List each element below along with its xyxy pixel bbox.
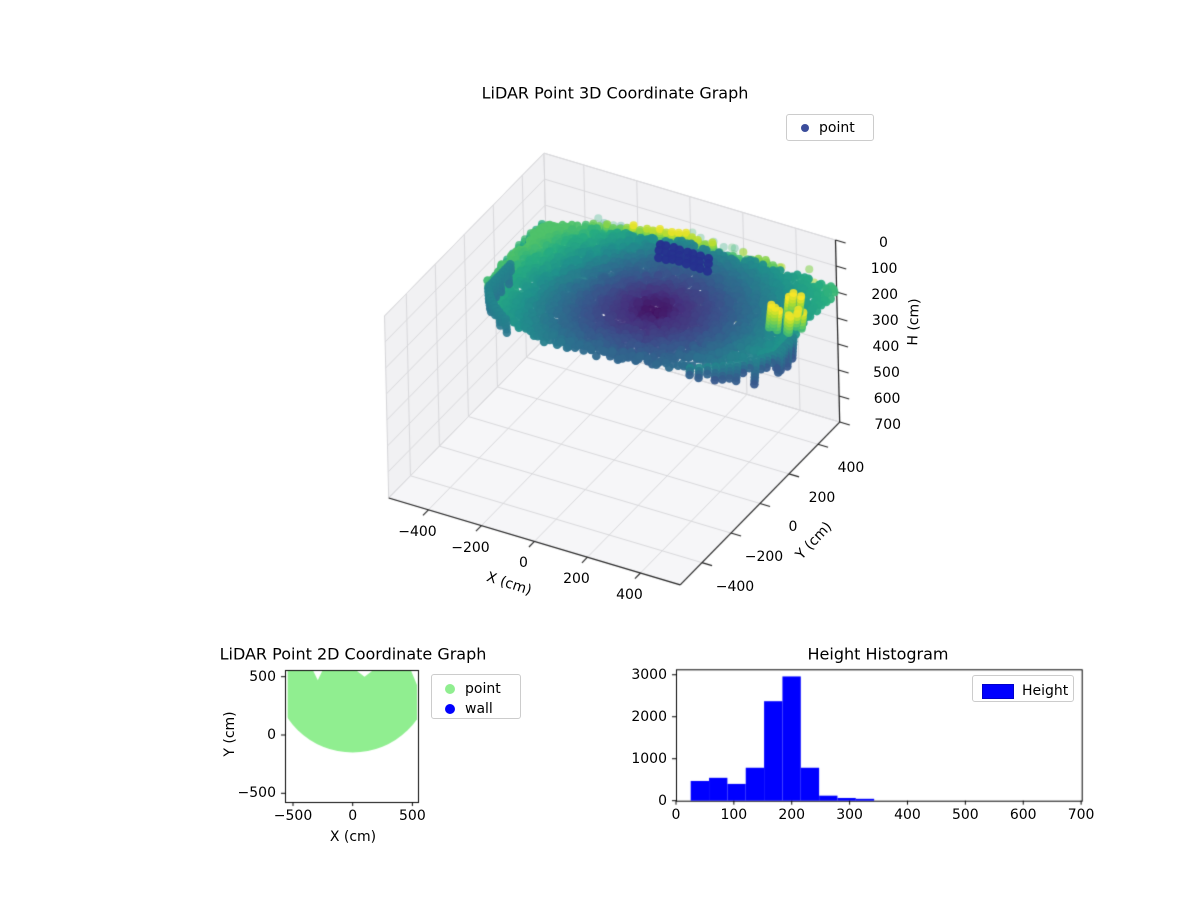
plot3d-z-tick-label: 600 [873,390,901,407]
plot3d-y-tick-label: 200 [808,489,836,506]
plot3d-x-tick-label: −400 [398,523,437,540]
histogram-x-tick-label: 700 [1067,806,1095,823]
histogram-x-tick-label: 200 [778,806,806,823]
histogram-y-tick-label: 0 [658,792,667,809]
histogram-title: Height Histogram [807,644,949,664]
plot3d-title: LiDAR Point 3D Coordinate Graph [481,83,749,103]
histogram-x-tick-label: 600 [1009,806,1037,823]
plot2d-y-tick-label: 0 [267,727,276,743]
point-legend-marker [801,124,809,132]
plot3d-y-tick-label: 400 [837,460,865,477]
plot3d-z-tick-label: 0 [879,234,888,251]
plot3d-y-tick-label: 0 [788,519,798,536]
point-legend-label: point [819,120,855,136]
histogram-y-tick-label: 3000 [631,666,667,683]
plot3d-legend: point [786,114,874,141]
plot2d-x-tick-label: 500 [399,808,426,824]
height-legend-swatch [982,683,1014,699]
plot2d-legend: point wall [431,674,521,719]
plot3d-x-tick-label: −200 [451,539,490,556]
histogram-x-tick-label: 500 [951,806,979,823]
height-legend-label: Height [1022,683,1069,699]
plot3d-x-tick-label: 0 [518,555,528,572]
plot2d-x-tick-label: 0 [348,808,358,824]
wall-legend-label: wall [465,701,493,717]
histogram-legend: Height [972,675,1074,702]
point2d-legend-marker [445,684,455,694]
plot2d-y-tick-label: −500 [237,785,276,802]
plot3d-z-tick-label: 100 [870,260,898,277]
plot3d-x-tick-label: 200 [563,571,590,588]
plot3d-y-tick-label: −200 [744,549,784,566]
histogram-x-tick-label: 400 [894,806,921,823]
histogram-x-tick-label: 100 [720,806,748,823]
plot3d-z-tick-label: 700 [874,416,902,433]
histogram-x-tick-label: 0 [671,806,681,823]
plot2d-yaxis-label: Y (cm) [222,711,238,757]
histogram-y-tick-label: 2000 [631,708,667,725]
histogram-y-tick-label: 1000 [631,750,667,767]
plot3d-z-tick-label: 300 [871,312,899,329]
plot3d-x-tick-label: 400 [616,587,643,603]
plot2d-x-tick-label: −500 [273,808,313,824]
plot3d-z-tick-label: 500 [873,364,900,381]
plot2d-xaxis-label: X (cm) [329,829,377,845]
point2d-legend-label: point [465,681,501,697]
plot2d-title: LiDAR Point 2D Coordinate Graph [219,644,487,664]
wall-legend-marker [445,704,455,714]
plot3d-y-tick-label: −400 [715,578,755,595]
plot3d-z-tick-label: 200 [871,286,899,303]
histogram-x-tick-label: 300 [836,806,863,823]
plot2d-y-tick-label: 500 [249,668,276,685]
plot3d-z-tick-label: 400 [872,338,900,355]
plot3d-zaxis-label: H (cm) [905,298,923,346]
